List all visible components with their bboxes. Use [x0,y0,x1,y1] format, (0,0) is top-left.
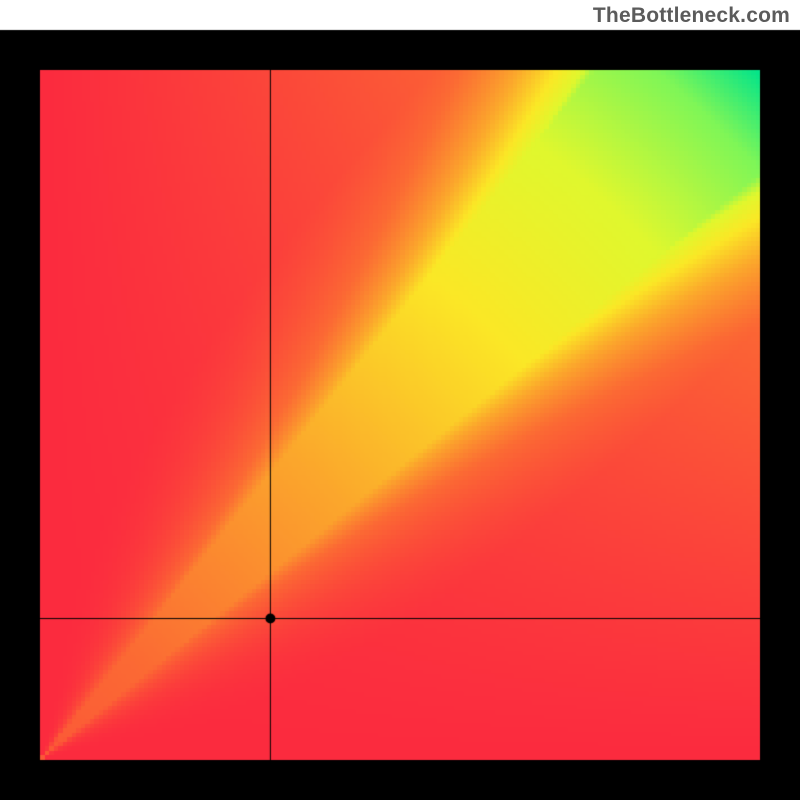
chart-container: TheBottleneck.com [0,0,800,800]
watermark-text: TheBottleneck.com [593,4,790,28]
heatmap-canvas [0,0,800,800]
